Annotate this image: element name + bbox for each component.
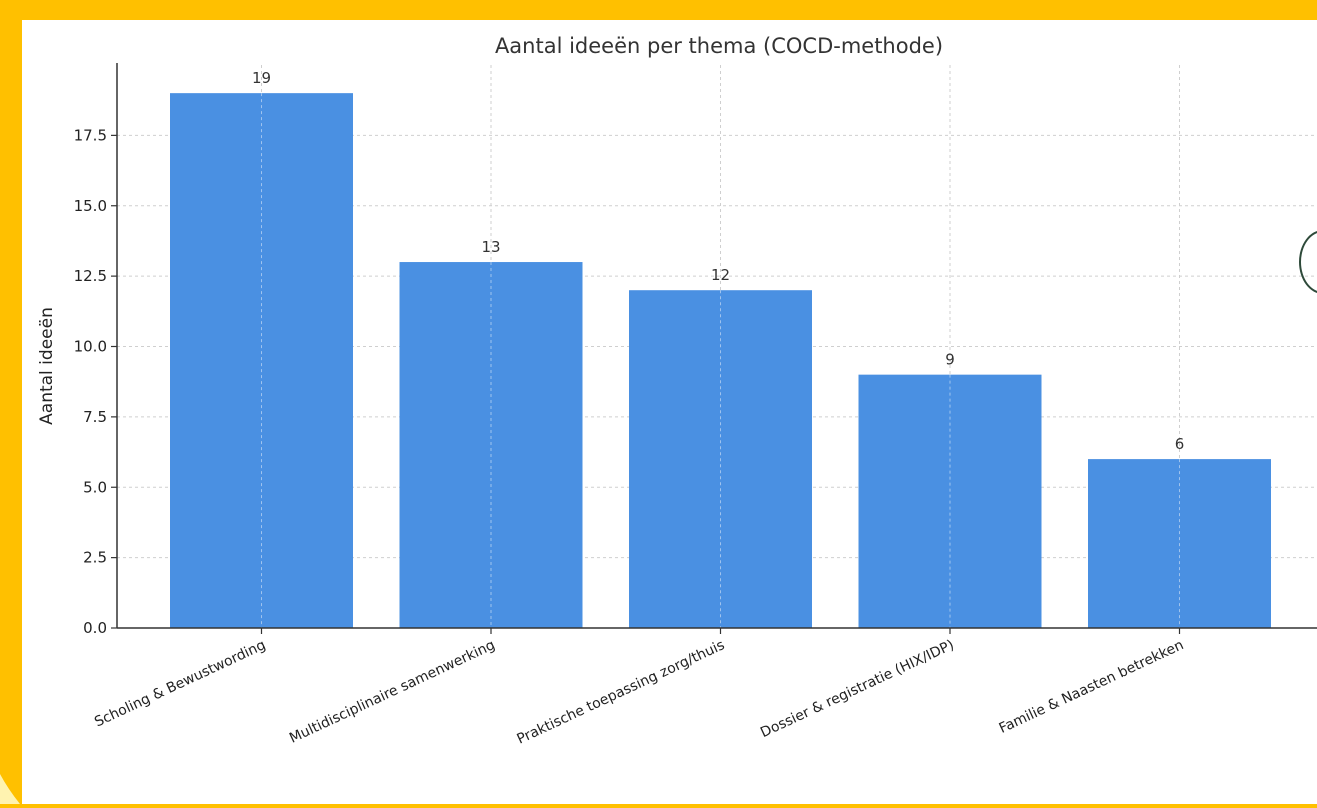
category-label: Scholing & Bewustwording	[92, 637, 268, 730]
y-tick-label: 5.0	[83, 478, 107, 496]
category-label: Dossier & registratie (HIX/IDP)	[758, 637, 957, 741]
category-label: Multidisciplinaire samenwerking	[287, 637, 498, 747]
category-label: Familie & Naasten betrekken	[997, 637, 1187, 737]
chart-title: Aantal ideeën per thema (COCD-methode)	[495, 34, 943, 58]
y-tick-label: 7.5	[83, 408, 107, 426]
y-tick-label: 2.5	[83, 549, 107, 567]
data-label: 19	[252, 69, 271, 87]
y-axis-label: Aantal ideeën	[37, 307, 57, 425]
y-tick-label: 12.5	[74, 267, 107, 285]
y-tick-label: 0.0	[83, 619, 107, 637]
decorative-corner	[0, 774, 20, 804]
data-label: 12	[711, 266, 730, 284]
bar-chart: 0.0 2.5 5.0 7.5 10.0 12.5 15.0 17.5 19 Scholing &…	[37, 34, 1317, 748]
bar-layer	[170, 93, 1271, 628]
data-label: 6	[1175, 435, 1185, 453]
y-tick-label: 17.5	[74, 126, 107, 144]
y-tick-label: 10.0	[74, 338, 107, 356]
data-label: 13	[481, 238, 500, 256]
category-label: Praktische toepassing zorg/thuis	[514, 637, 727, 748]
data-label: 9	[945, 351, 955, 369]
axis-layer	[116, 63, 1317, 629]
chart-panel: 0.0 2.5 5.0 7.5 10.0 12.5 15.0 17.5 19 Scholing &…	[22, 20, 1317, 804]
y-tick-label: 15.0	[74, 197, 107, 215]
